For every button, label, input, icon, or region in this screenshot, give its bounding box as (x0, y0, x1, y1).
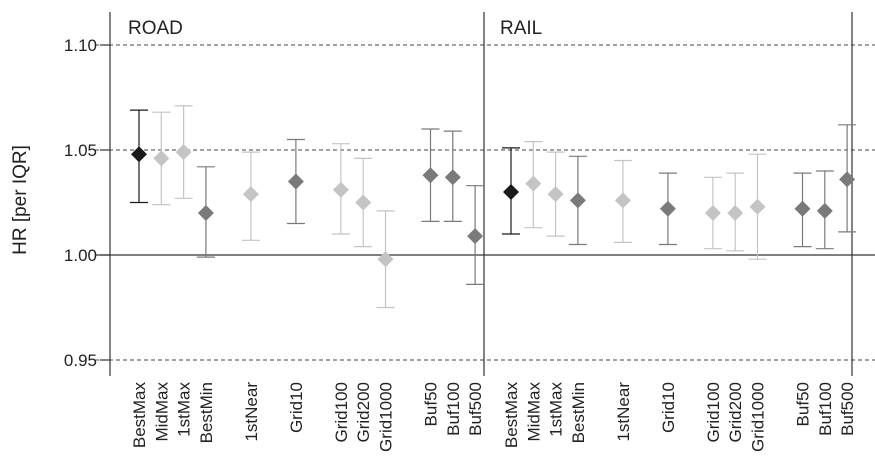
x-tick-label: Grid200 (354, 382, 373, 442)
data-point (421, 128, 440, 222)
x-tick-label: Buf500 (466, 382, 485, 436)
hr-marker (355, 194, 372, 211)
data-point (502, 147, 520, 235)
hr-marker (332, 181, 349, 198)
data-point (466, 185, 485, 285)
data-point (354, 157, 373, 248)
hr-marker (175, 144, 192, 161)
hr-marker (659, 200, 676, 217)
hr-marker (444, 169, 461, 186)
hr-marker (503, 184, 519, 200)
x-tick-label: MidMax (524, 382, 543, 442)
hr-marker (525, 175, 542, 192)
y-tick-label: 1.10 (64, 36, 97, 55)
data-point (443, 130, 462, 222)
hr-marker (727, 205, 744, 221)
hr-marker (242, 186, 259, 203)
hr-marker (287, 173, 304, 190)
data-point (152, 111, 171, 206)
x-tick-label: 1stMax (175, 382, 194, 437)
data-point (546, 151, 565, 237)
hr-marker (704, 205, 721, 221)
data-point (241, 151, 260, 241)
data-point (793, 172, 812, 248)
reference-lines (95, 44, 875, 361)
hr-marker (547, 186, 564, 203)
hr-marker (839, 171, 856, 188)
x-tick-label: BestMax (130, 382, 149, 449)
x-tick-label: Grid10 (659, 382, 678, 433)
x-tick-label: Buf500 (838, 382, 857, 436)
x-tick-label: BestMax (502, 382, 521, 449)
hr-marker (467, 228, 484, 245)
hr-marker (197, 205, 214, 221)
x-tick-label: Grid1000 (749, 382, 768, 452)
x-tick-label: Grid1000 (377, 382, 396, 452)
panel-title: ROAD (128, 18, 183, 39)
hr-marker (153, 150, 170, 167)
data-marks: BestMax MidMax 1stMax BestMin 1stNear Grid10 G… (130, 105, 857, 452)
data-point (568, 155, 587, 246)
data-point (286, 138, 305, 225)
hr-marker (569, 192, 586, 209)
data-point (703, 176, 722, 250)
hr-marker (377, 251, 394, 268)
data-point (748, 153, 767, 260)
y-tick-label: 0.95 (64, 351, 97, 370)
hr-marker (749, 198, 766, 215)
x-tick-label: Grid10 (287, 382, 306, 433)
data-point (174, 105, 193, 199)
x-tick-label: 1stNear (242, 382, 261, 442)
data-point (331, 143, 350, 235)
x-tick-label: MidMax (152, 382, 171, 442)
data-point (613, 159, 632, 243)
x-tick-label: 1stNear (614, 382, 633, 442)
data-point (815, 170, 834, 250)
x-tick-label: Grid100 (704, 382, 723, 442)
x-tick-label: BestMin (569, 382, 588, 443)
data-point (838, 124, 857, 233)
panels: ROAD RAIL (128, 12, 853, 376)
data-point (524, 141, 543, 229)
hr-marker (422, 167, 439, 184)
x-tick-label: BestMin (197, 382, 216, 443)
x-tick-label: Buf50 (794, 382, 813, 426)
x-tick-label: Buf100 (816, 382, 835, 436)
data-point (726, 172, 745, 252)
data-point (196, 166, 215, 258)
y-axis-label: HR [per IQR] (10, 145, 31, 255)
hr-marker (614, 192, 631, 209)
data-point (376, 210, 395, 309)
data-point (658, 172, 677, 246)
x-tick-label: 1stMax (547, 382, 566, 437)
x-tick-label: Grid100 (332, 382, 351, 442)
hr-marker (131, 146, 147, 163)
y-tick-label: 1.00 (64, 246, 97, 265)
y-axis: 0.95 1.00 1.05 1.10 (64, 12, 111, 376)
data-point (130, 109, 148, 204)
x-tick-label: Buf50 (422, 382, 441, 426)
hr-marker (816, 202, 833, 219)
x-tick-label: Grid200 (726, 382, 745, 442)
y-tick-label: 1.05 (64, 141, 97, 160)
x-tick-label: Buf100 (444, 382, 463, 436)
hr-marker (794, 200, 811, 217)
panel-title: RAIL (500, 18, 542, 39)
